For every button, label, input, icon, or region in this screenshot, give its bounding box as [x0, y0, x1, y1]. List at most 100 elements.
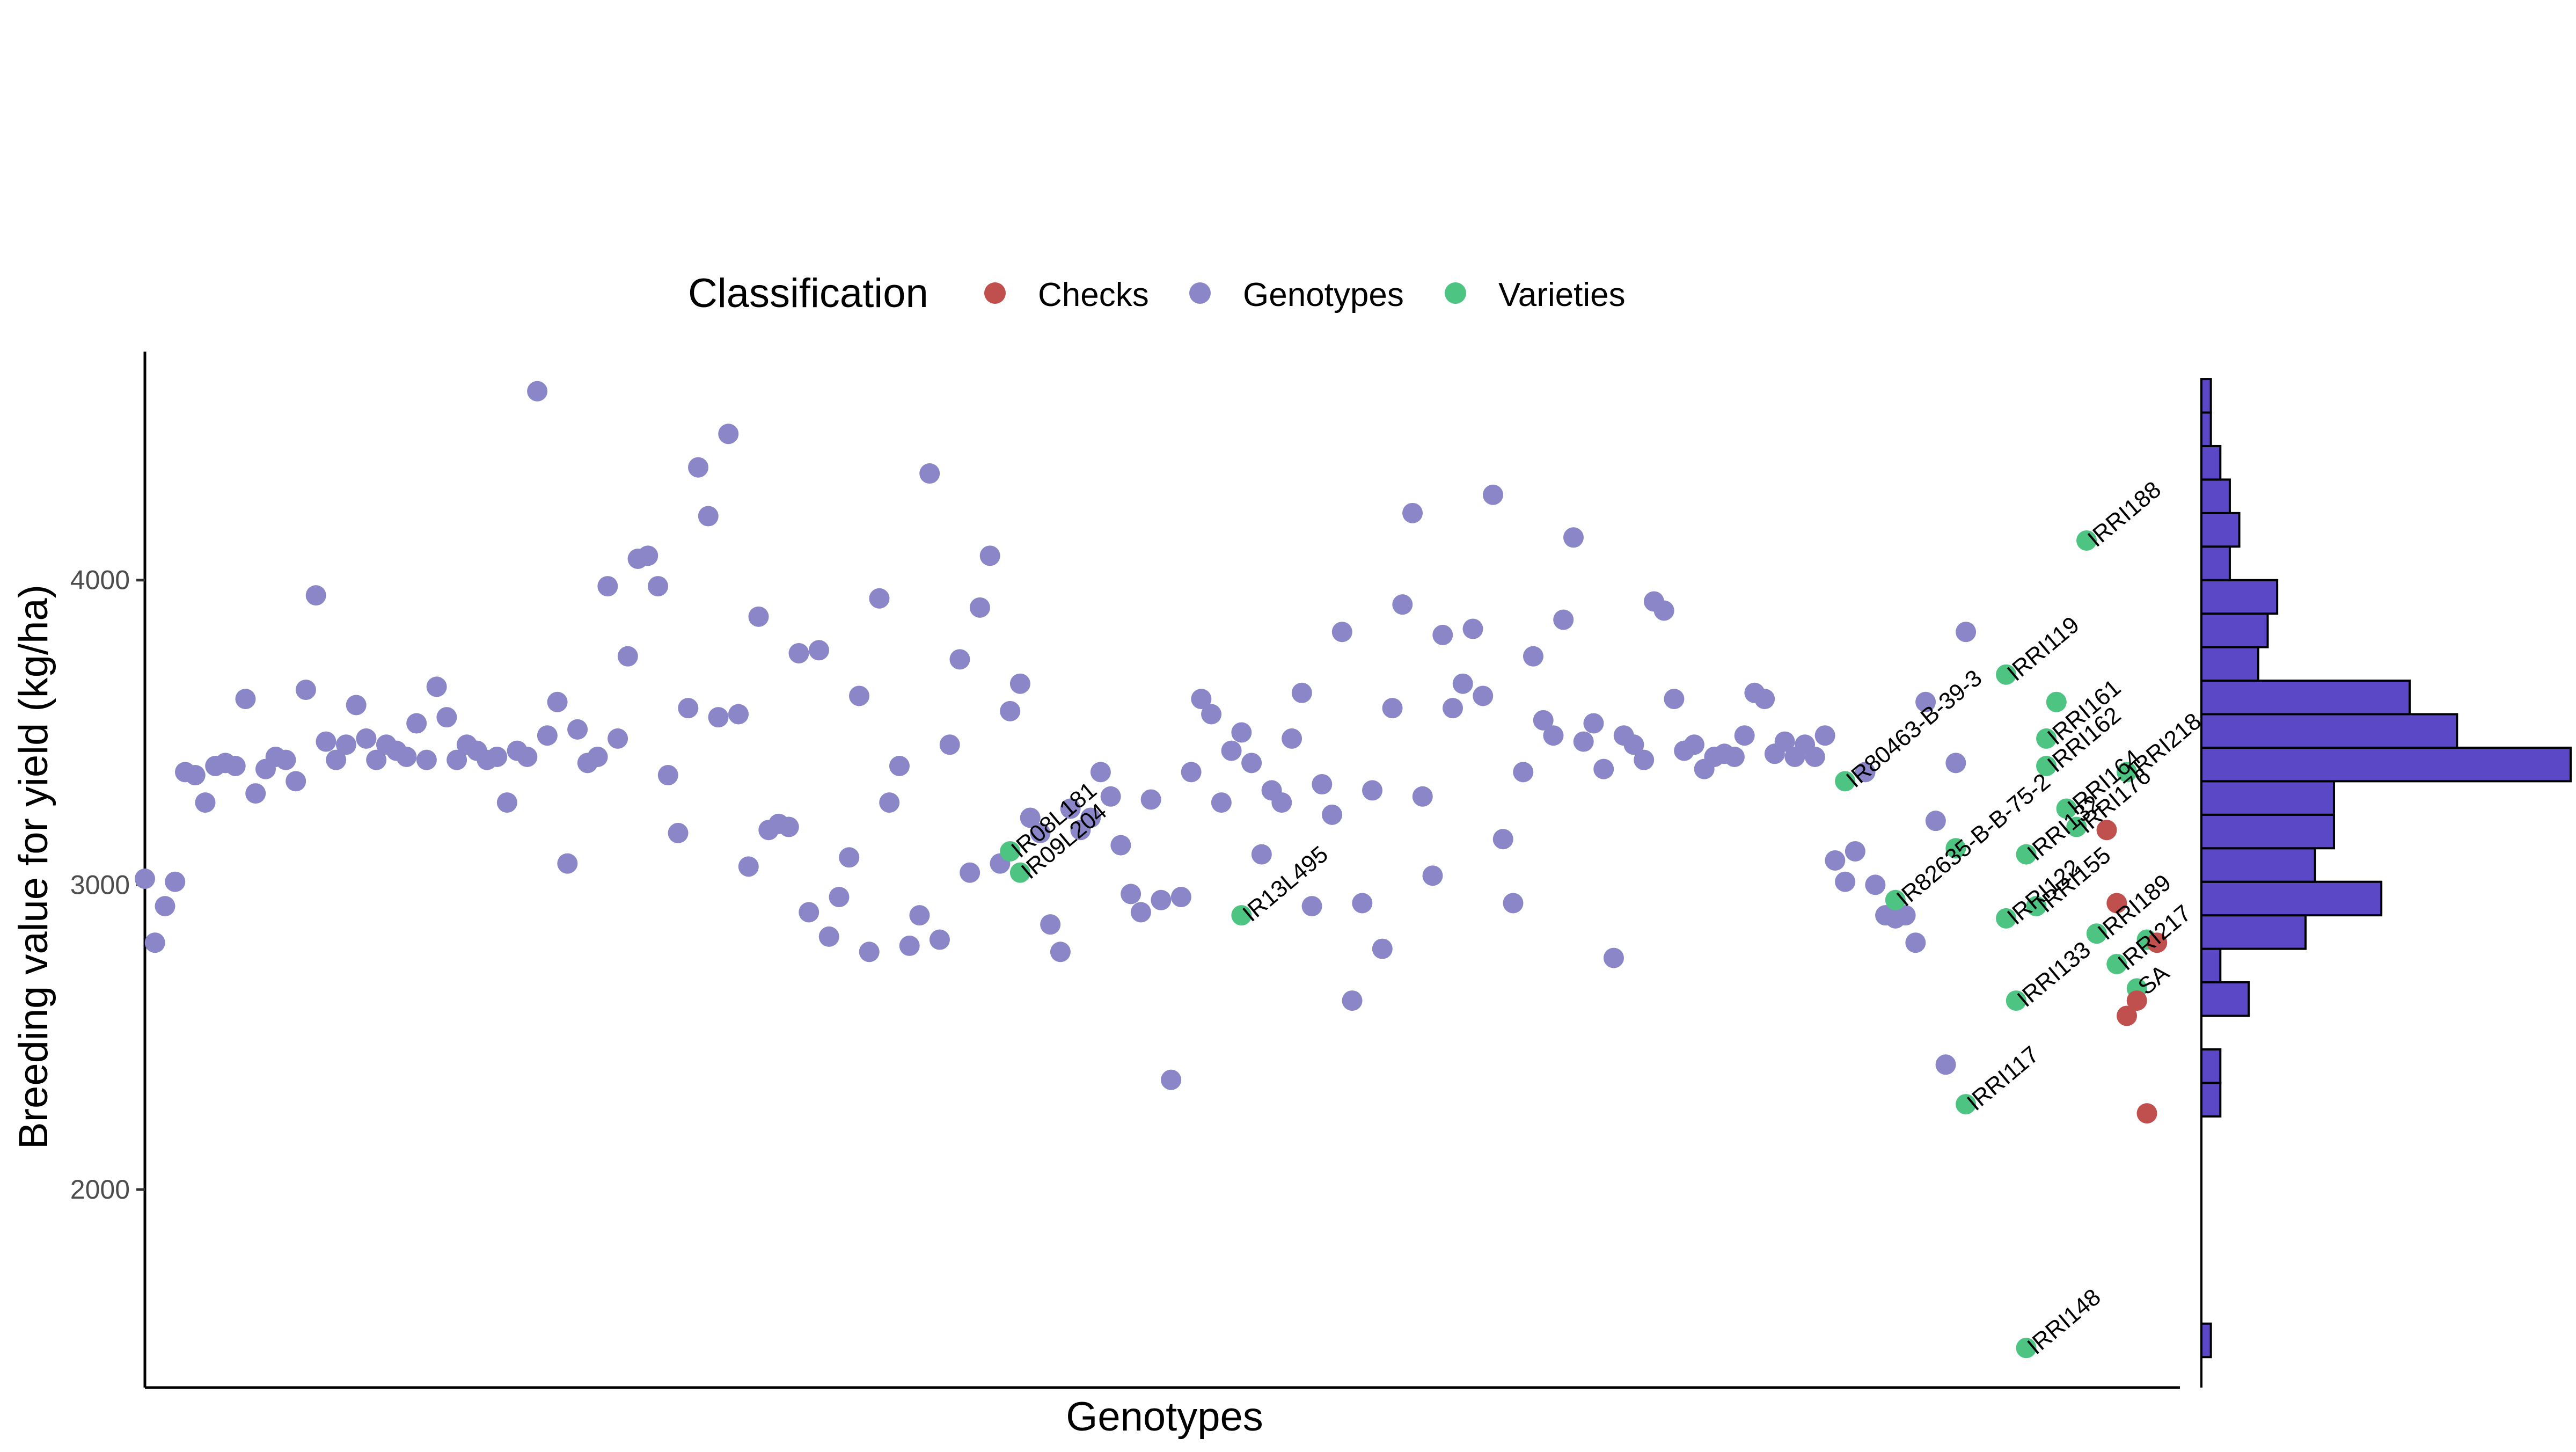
point-label: IRRI148: [2022, 1284, 2105, 1360]
legend-label-checks: Checks: [1038, 276, 1149, 313]
genotype-point: [286, 771, 306, 792]
genotype-point: [949, 649, 970, 670]
genotype-point: [1513, 762, 1534, 783]
genotype-point: [406, 713, 427, 734]
genotype-point: [848, 685, 869, 706]
genotype-point: [1170, 887, 1191, 908]
check-point: [2106, 893, 2127, 914]
variety-point: [2006, 990, 2026, 1011]
histogram-bar: [2200, 713, 2458, 749]
genotype-point: [1664, 689, 1685, 710]
genotype-point: [587, 746, 608, 767]
genotype-point: [426, 676, 447, 697]
genotype-point: [1140, 789, 1161, 810]
genotype-point: [708, 707, 729, 728]
genotype-point: [617, 646, 638, 667]
variety-point: [1009, 862, 1030, 883]
genotype-point: [1945, 753, 1966, 774]
variety-point: [1885, 889, 1906, 910]
genotype-point: [1392, 594, 1413, 615]
legend-label-genotypes: Genotypes: [1243, 276, 1404, 313]
genotype-point: [1653, 600, 1674, 621]
points: [135, 381, 2168, 1359]
check-point: [2117, 1005, 2138, 1026]
genotype-point: [748, 606, 769, 627]
genotype-point: [1835, 871, 1856, 892]
check-point: [2136, 1103, 2157, 1124]
genotype-point: [1362, 780, 1383, 801]
genotype-point: [1271, 792, 1292, 813]
variety-point: [1000, 841, 1021, 862]
genotype-point: [1181, 762, 1202, 783]
variety-point: [2117, 762, 2138, 783]
genotype-point: [316, 731, 336, 752]
genotype-point: [597, 576, 618, 597]
genotype-point: [728, 704, 749, 725]
genotype-point: [1754, 689, 1775, 710]
genotype-point: [1331, 622, 1352, 643]
genotype-point: [1050, 942, 1071, 962]
histogram-bar: [2200, 444, 2222, 481]
genotype-point: [1935, 1054, 1956, 1075]
genotype-point: [809, 640, 829, 661]
genotype-point: [1483, 484, 1503, 505]
genotype-point: [1191, 689, 1212, 710]
genotype-point: [1291, 682, 1312, 703]
histogram-bar: [2200, 512, 2241, 548]
genotype-point: [1030, 822, 1051, 843]
genotype-point: [1009, 673, 1030, 694]
genotype-point: [1623, 734, 1644, 755]
genotype-point: [648, 576, 669, 597]
variety-point: [2026, 896, 2047, 917]
genotype-point: [305, 585, 326, 606]
variety-point: [1835, 771, 1856, 792]
histogram-bar: [2200, 981, 2250, 1017]
genotype-point: [919, 463, 940, 484]
genotype-point: [1060, 798, 1081, 819]
genotype-point: [1382, 698, 1403, 719]
genotype-point: [396, 746, 417, 767]
point-label: IRRI117: [1962, 1041, 2044, 1116]
point-label: IRRI119: [2002, 611, 2084, 686]
genotype-point: [1462, 618, 1483, 639]
genotype-point: [1492, 829, 1513, 850]
histogram-bar: [2200, 378, 2212, 414]
genotype-point: [1593, 758, 1614, 779]
variety-point: [2106, 953, 2127, 974]
legend-key-genotypes: [1189, 282, 1211, 304]
genotype-point: [1100, 786, 1121, 807]
genotype-point: [1865, 874, 1886, 895]
variety-point: [2036, 728, 2057, 749]
genotype-point: [1845, 841, 1865, 862]
genotype-point: [638, 545, 658, 566]
histogram-bar: [2200, 646, 2259, 682]
x-axis-title: Genotypes: [1066, 1394, 1263, 1440]
variety-point: [1231, 905, 1252, 926]
legend-key-checks: [984, 282, 1006, 304]
genotype-point: [1473, 685, 1494, 706]
genotype-point: [496, 792, 517, 813]
genotype-point: [245, 783, 266, 804]
genotype-point: [1040, 914, 1061, 935]
genotype-point: [818, 926, 839, 947]
genotype-point: [1774, 731, 1795, 752]
histogram-bar: [2200, 780, 2335, 816]
genotype-point: [1895, 905, 1916, 926]
variety-point: [2036, 756, 2057, 776]
genotype-point: [1282, 728, 1302, 749]
genotype-point: [1543, 725, 1564, 746]
genotype-point: [1925, 811, 1946, 831]
genotype-point: [839, 847, 860, 868]
genotype-point: [1211, 792, 1232, 813]
genotype-point: [1452, 673, 1473, 694]
genotype-point: [1201, 704, 1222, 725]
genotype-point: [165, 871, 186, 892]
y-tick-label: 3000: [70, 870, 130, 900]
histogram-bar: [2200, 478, 2231, 514]
genotype-point: [1634, 749, 1655, 770]
genotype-point: [225, 756, 246, 776]
genotype-point: [929, 929, 950, 950]
check-point: [2147, 932, 2168, 953]
genotype-point: [185, 765, 206, 786]
legend-key-varieties: [1445, 282, 1466, 304]
